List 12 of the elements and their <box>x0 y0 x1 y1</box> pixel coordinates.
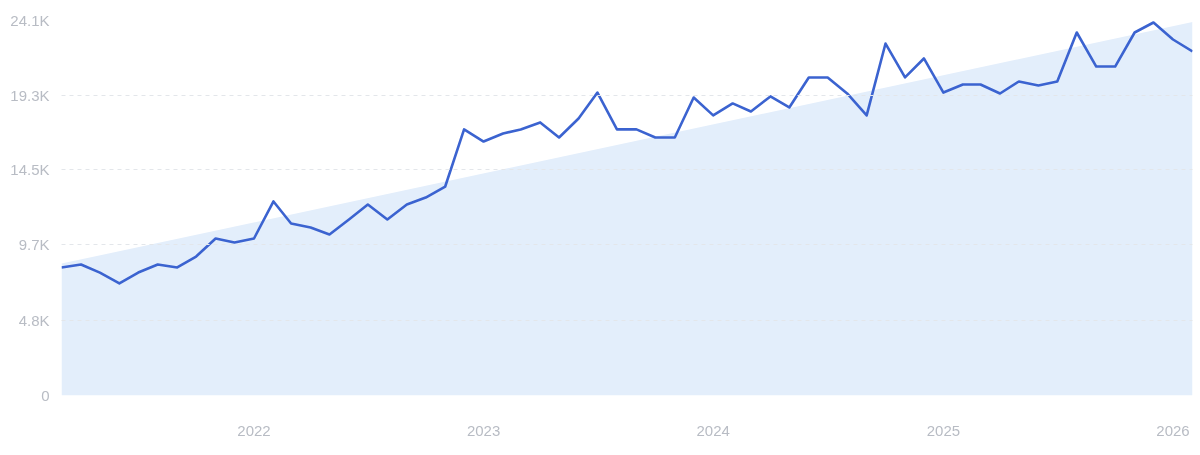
line-series <box>61 21 1193 285</box>
y-tick-label: 24.1K <box>10 12 50 29</box>
y-tick-label: 0 <box>41 387 50 404</box>
y-tick-label: 19.3K <box>10 86 50 104</box>
x-tick-label: 2024 <box>696 421 730 439</box>
y-tick-label: 14.5K <box>10 161 50 179</box>
y-tick-label: 4.8K <box>18 312 50 330</box>
x-tick-label: 2025 <box>926 421 961 439</box>
y-tick-label: 9.7K <box>18 236 50 254</box>
x-tick-label: 2026 <box>1156 421 1190 439</box>
x-tick-label: 2022 <box>237 421 271 439</box>
x-tick-label: 2023 <box>466 421 501 439</box>
